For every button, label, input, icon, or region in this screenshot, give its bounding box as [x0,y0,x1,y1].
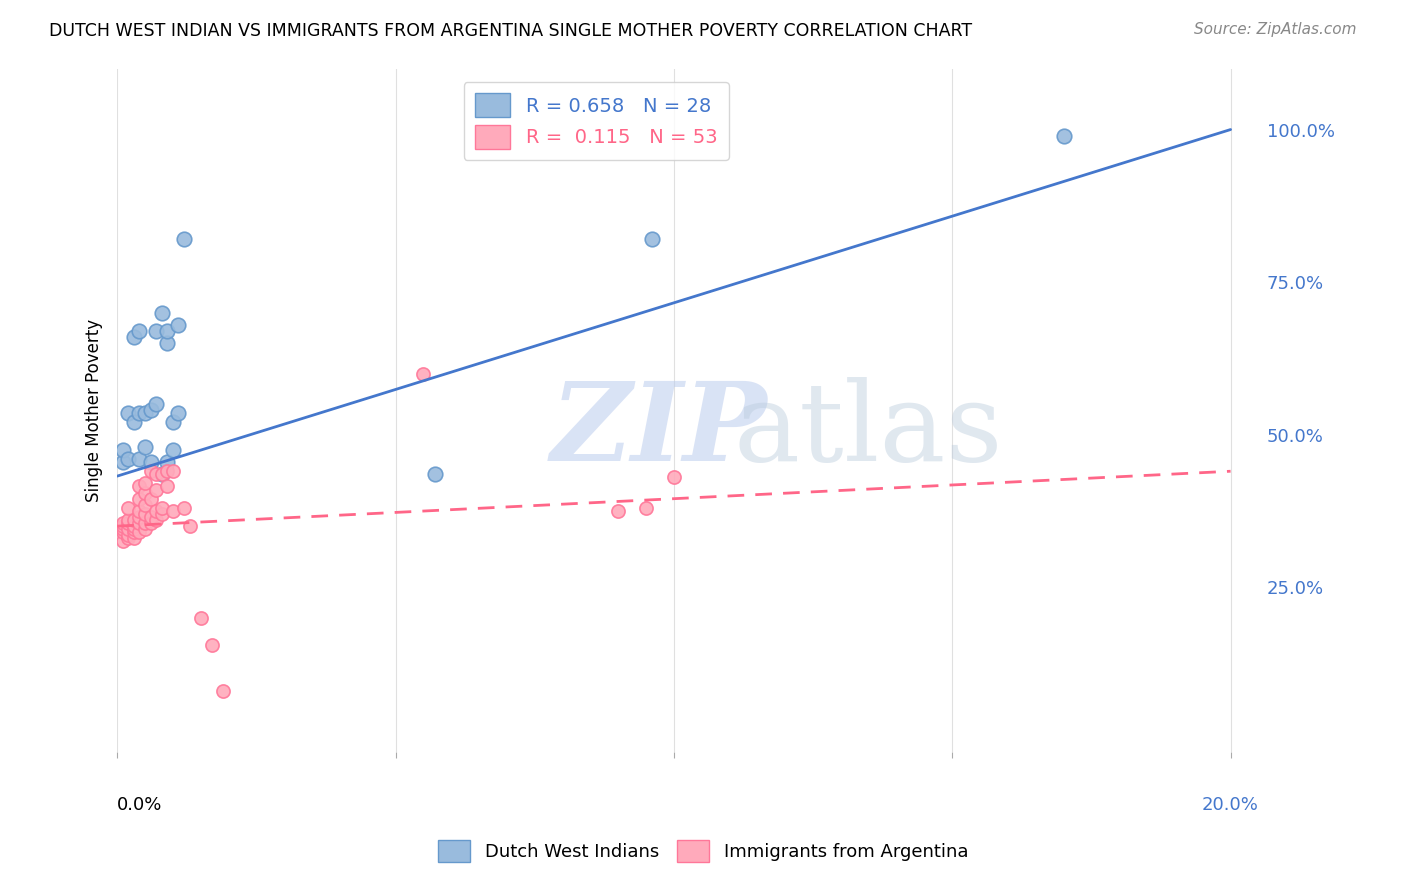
Point [122,525,145,540]
Point [117,522,139,536]
Point [145,467,167,482]
Point [190,610,212,624]
Point [1052,128,1074,143]
Point [128,510,150,524]
Point [111,516,134,530]
Text: atlas: atlas [734,377,1002,484]
Point [145,504,167,518]
Point [128,504,150,518]
Point [173,500,195,515]
Point [150,507,173,521]
Point [128,406,150,420]
Text: DUTCH WEST INDIAN VS IMMIGRANTS FROM ARGENTINA SINGLE MOTHER POVERTY CORRELATION: DUTCH WEST INDIAN VS IMMIGRANTS FROM ARG… [49,22,973,40]
Point [139,510,162,524]
Point [150,467,173,482]
Point [150,467,173,482]
Point [167,318,190,332]
Point [117,500,139,515]
Point [156,464,179,478]
Point [117,406,139,420]
Point [212,684,235,698]
Point [139,403,162,417]
Point [134,476,156,491]
Point [111,519,134,533]
Point [122,522,145,536]
Point [128,324,150,338]
Point [111,522,134,536]
Point [134,498,156,512]
Point [122,513,145,527]
Point [156,336,179,351]
Point [145,397,167,411]
Point [145,324,167,338]
Point [145,513,167,527]
Point [150,500,173,515]
Point [128,479,150,493]
Point [111,442,134,457]
Point [156,324,179,338]
Point [122,330,145,344]
Point [162,442,184,457]
Point [111,534,134,549]
Point [179,519,201,533]
Point [117,532,139,546]
Point [111,525,134,540]
Text: Source: ZipAtlas.com: Source: ZipAtlas.com [1194,22,1357,37]
Point [167,406,190,420]
Point [117,528,139,542]
Point [117,513,139,527]
Point [111,455,134,469]
Point [156,455,179,469]
Point [117,516,139,530]
Text: 0.0%: 0.0% [117,797,163,814]
Point [134,507,156,521]
Point [162,464,184,478]
Text: 20.0%: 20.0% [1202,797,1258,814]
Point [139,516,162,530]
Point [607,504,630,518]
Text: ZIP: ZIP [551,377,768,484]
Point [150,305,173,319]
Point [162,504,184,518]
Point [412,367,434,381]
Point [128,516,150,530]
Point [423,467,446,482]
Point [662,470,685,484]
Point [128,491,150,506]
Point [640,232,662,246]
Point [139,455,162,469]
Legend: Dutch West Indians, Immigrants from Argentina: Dutch West Indians, Immigrants from Arge… [430,833,976,870]
Y-axis label: Single Mother Poverty: Single Mother Poverty [86,318,103,502]
Point [128,452,150,467]
Point [122,532,145,546]
Point [162,416,184,430]
Point [128,525,150,540]
Point [156,479,179,493]
Point [122,519,145,533]
Legend: R = 0.658   N = 28, R =  0.115   N = 53: R = 0.658 N = 28, R = 0.115 N = 53 [464,82,730,161]
Point [122,416,145,430]
Point [134,516,156,530]
Point [201,638,224,652]
Point [145,483,167,497]
Point [134,522,156,536]
Point [139,491,162,506]
Point [117,452,139,467]
Point [634,500,657,515]
Point [173,232,195,246]
Point [134,440,156,454]
Point [108,522,131,536]
Point [134,406,156,420]
Point [139,464,162,478]
Point [134,485,156,500]
